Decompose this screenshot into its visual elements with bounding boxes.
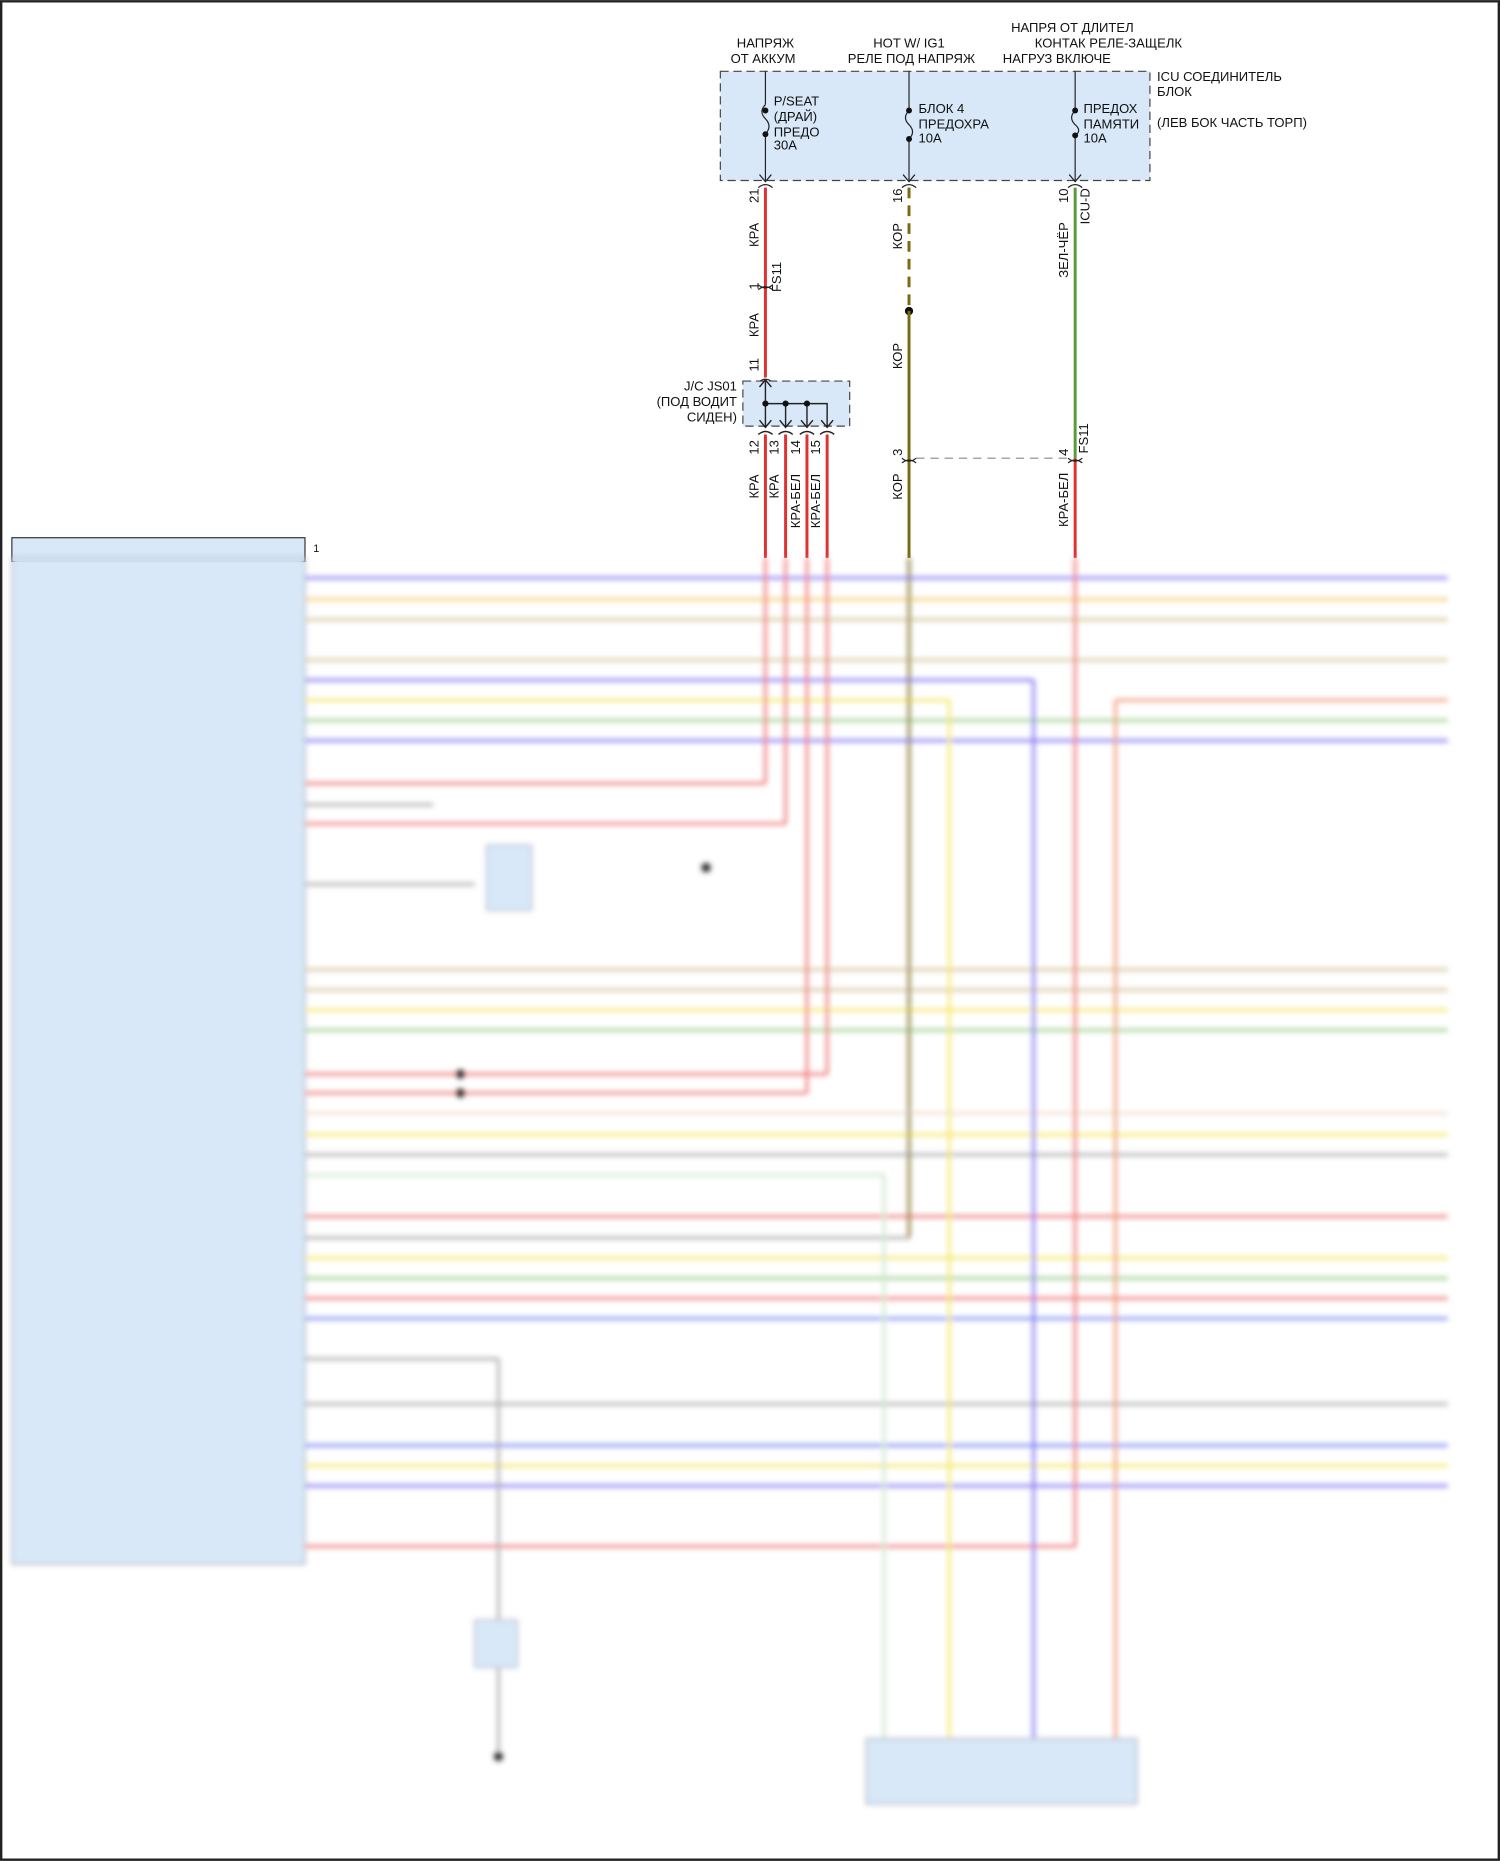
pin-number: 1 [313,543,319,555]
fuse-label: ПРЕДО [774,125,820,140]
pin-number: 1 [746,282,761,289]
connector-label: FS11 [1076,423,1091,453]
pin-number: 12 [746,440,761,455]
label-line: ОТ АККУМ [731,51,796,66]
junction-output-labels: 12 13 14 15 КРА КРА КРА-БЕЛ КРА-БЕЛ [746,440,823,528]
fuse-label: 30A [774,138,798,153]
wire-color-label: КРА [766,474,781,498]
wire-color-label: КОР [890,473,905,500]
wire-color-label: КРА [746,223,761,247]
pin-number: 11 [746,358,761,372]
fuse-block4: БЛОК 4 ПРЕДОХРА 10A [919,101,990,146]
label-line: КОНТАК РЕЛЕ-ЗАЩЕЛК [1035,36,1183,51]
icu-junction-block [719,70,1151,182]
pin-number: 15 [808,440,823,455]
fuse-label: (ДРАЙ) [774,109,817,124]
blurred-wire [455,1088,466,1098]
blurred-wire [493,1751,504,1762]
junction-label: J/C JS01 (ПОД ВОДИТ СИДЕН) [657,379,737,425]
pin-number: 4 [1056,449,1071,456]
pin-number: 16 [890,189,905,204]
latch-feed-label: НАПРЯ ОТ ДЛИТЕЛ КОНТАК РЕЛЕ-ЗАЩЕЛК НАГРУ… [1003,20,1183,66]
wire-color-label: КРА-БЕЛ [788,474,803,528]
blurred-wire [701,862,711,873]
blurred-wire [485,844,533,911]
label-line: РЕЛЕ ПОД НАПРЯЖ [848,51,975,66]
fuse-label: 10A [919,131,943,146]
fuse-label: БЛОК 4 [919,101,965,116]
fuse-label: ПАМЯТИ [1083,116,1139,131]
pin-number: 3 [890,449,905,456]
blurred-wire [865,1738,1138,1805]
fuse-pseat: P/SEAT (ДРАЙ) ПРЕДО 30A [774,94,820,153]
label-line: СИДЕН) [687,409,737,424]
wire-color-label: КОР [890,223,905,250]
junction-js01 [742,380,851,427]
blurred-wire [474,1619,518,1669]
wire-color-label: КРА [746,313,761,337]
battery-feed-label: НАПРЯЖ ОТ АККУМ [731,36,796,66]
wire-color-label: КОР [890,343,905,370]
pin-number: 21 [746,189,761,204]
connector-label: ICU-D [1077,188,1092,224]
wire-color-label: КРА [746,474,761,498]
label-line: НАПРЯЖ [737,36,794,51]
wire-labels: 21 КРА 1 FS11 КРА 11 16 КОР КОР 3 КОР 10… [746,188,1092,527]
blurred-wire [11,557,306,1565]
junction-output-wires [763,434,829,558]
fuse-label: ПРЕДОХРА [919,116,990,131]
wire-color-label: КРА-БЕЛ [808,474,823,528]
pin-number: 10 [1056,189,1071,204]
label-line: НАГРУЗ ВКЛЮЧЕ [1003,51,1111,66]
blurred-module-wiring [11,557,1448,1805]
label-line: (ПОД ВОДИТ [657,394,737,409]
icu-block-location: (ЛЕВ БОК ЧАСТЬ ТОРП) [1157,115,1307,130]
fuse-label: 10A [1083,131,1107,146]
label-line: НАПРЯ ОТ ДЛИТЕЛ [1011,20,1134,35]
blurred-wire [455,1069,466,1079]
fuse-memory: ПРЕДОХ ПАМЯТИ 10A [1083,101,1139,146]
label-line: HOT W/ IG1 [873,36,945,51]
label-line: J/C JS01 [684,379,737,394]
fuse-terminals [762,107,1079,142]
icu-block-title: ICU СОЕДИНИТЕЛЬ [1157,69,1282,84]
connector-label: FS11 [769,262,784,292]
pin-number: 14 [788,440,803,455]
fuse-label: ПРЕДОХ [1083,101,1137,116]
fuse-label: P/SEAT [774,94,819,109]
wire-color-label: КРА-БЕЛ [1056,473,1071,527]
wire-color-label: ЗЕЛ-ЧЁР [1056,222,1071,278]
icu-block-title: БЛОК [1157,84,1192,99]
pin-number: 13 [766,440,781,455]
ig1-feed-label: HOT W/ IG1 РЕЛЕ ПОД НАПРЯЖ [848,36,975,66]
